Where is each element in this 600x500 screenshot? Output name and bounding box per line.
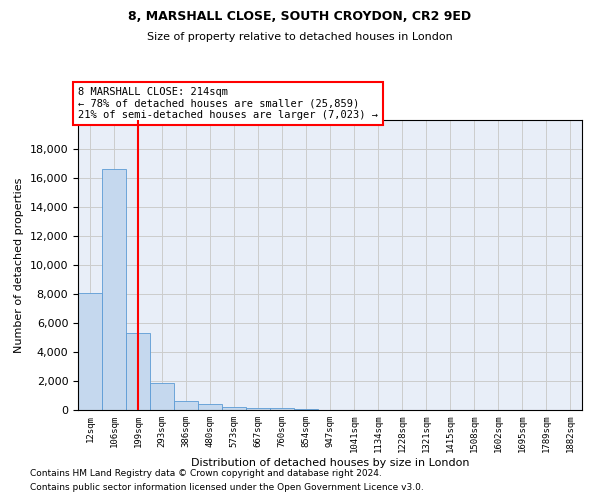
Text: 8, MARSHALL CLOSE, SOUTH CROYDON, CR2 9ED: 8, MARSHALL CLOSE, SOUTH CROYDON, CR2 9E…: [128, 10, 472, 23]
Text: Size of property relative to detached houses in London: Size of property relative to detached ho…: [147, 32, 453, 42]
Bar: [294, 409, 318, 410]
Bar: [78, 292, 102, 410]
X-axis label: Distribution of detached houses by size in London: Distribution of detached houses by size …: [191, 458, 469, 468]
Bar: [126, 333, 150, 410]
Bar: [198, 404, 222, 410]
Bar: [174, 400, 198, 410]
Bar: [270, 408, 294, 410]
Y-axis label: Number of detached properties: Number of detached properties: [14, 178, 24, 352]
Bar: [222, 406, 246, 410]
Bar: [102, 170, 126, 410]
Text: Contains public sector information licensed under the Open Government Licence v3: Contains public sector information licen…: [30, 484, 424, 492]
Bar: [246, 408, 270, 410]
Text: Contains HM Land Registry data © Crown copyright and database right 2024.: Contains HM Land Registry data © Crown c…: [30, 468, 382, 477]
Bar: [150, 383, 174, 410]
Text: 8 MARSHALL CLOSE: 214sqm
← 78% of detached houses are smaller (25,859)
21% of se: 8 MARSHALL CLOSE: 214sqm ← 78% of detach…: [78, 87, 378, 120]
